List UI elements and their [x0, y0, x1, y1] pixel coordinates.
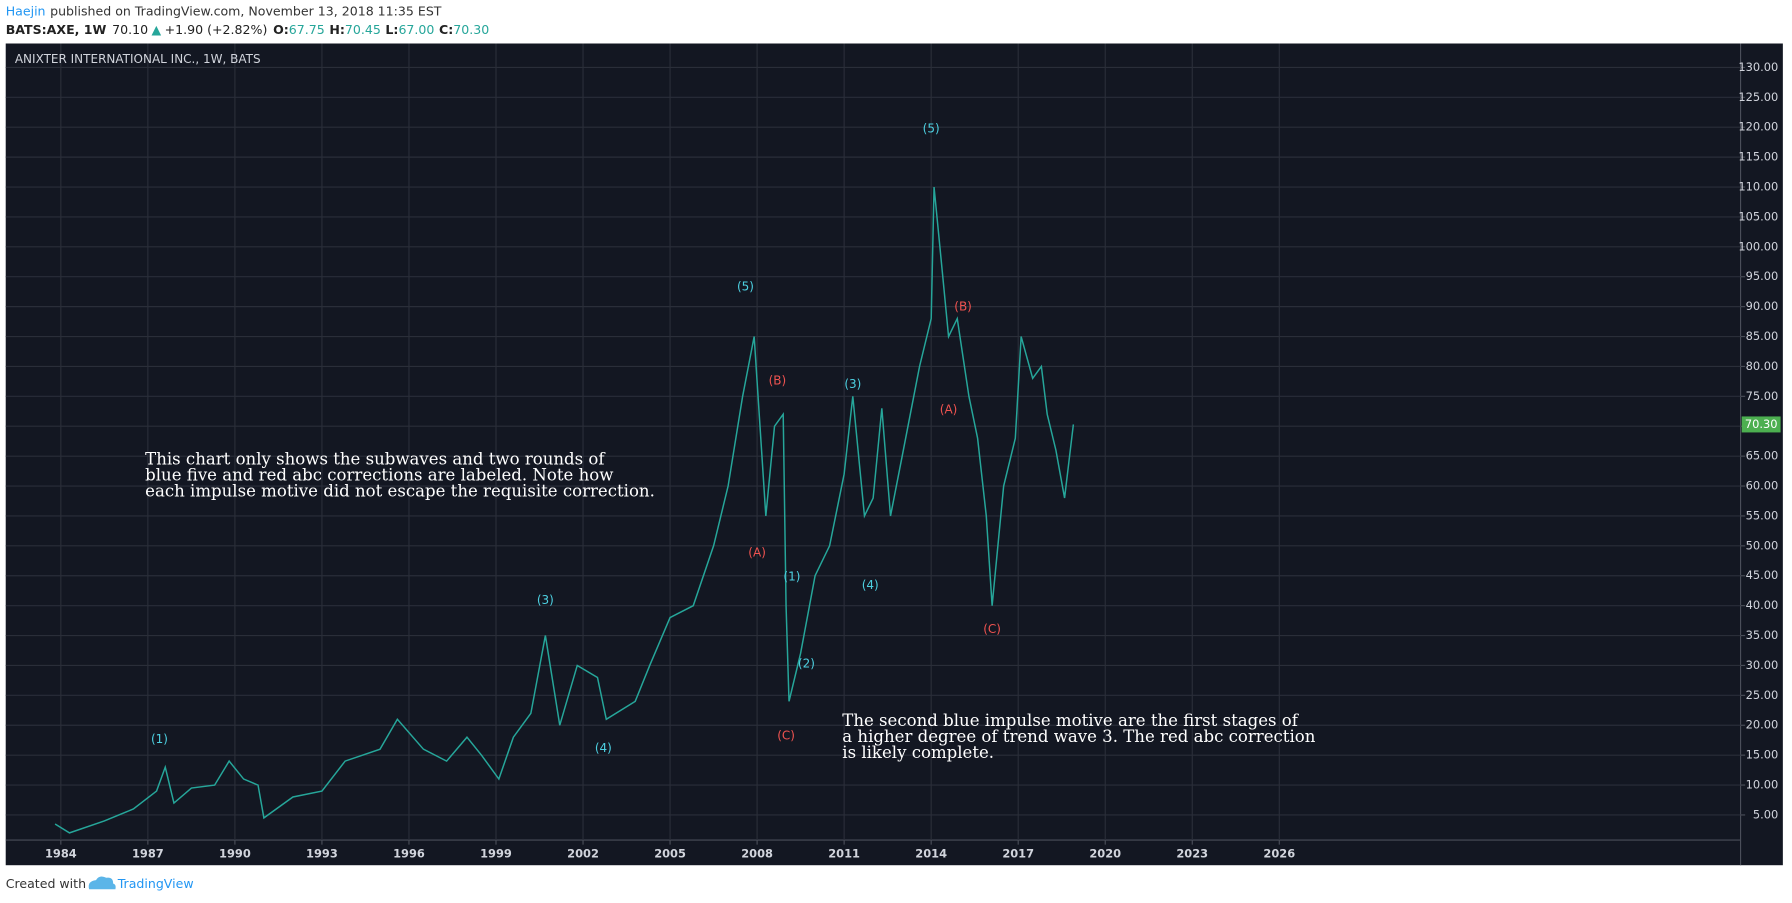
wave-label: (1): [151, 732, 168, 746]
y-tick-label: 45.00: [1746, 568, 1779, 582]
y-tick-label: 75.00: [1746, 389, 1779, 403]
o-label: O:: [273, 21, 289, 36]
y-tick-label: 50.00: [1746, 538, 1779, 552]
note-line: is likely complete.: [842, 743, 994, 762]
wave-label: (4): [595, 741, 612, 755]
y-tick-label: 60.00: [1746, 479, 1779, 493]
created-with: Created with: [6, 876, 86, 891]
l-label: L:: [385, 21, 398, 36]
chart-panel: [5, 43, 1783, 866]
header-line: Haejin published on TradingView.com, Nove…: [6, 3, 442, 18]
c: 70.30: [453, 21, 489, 36]
y-tick-label: 120.00: [1738, 120, 1778, 134]
direction: ▲: [152, 21, 162, 36]
x-tick-label: 2011: [828, 846, 860, 860]
x-tick-label: 1999: [480, 846, 512, 860]
wave-label: (3): [844, 377, 861, 391]
y-tick-label: 130.00: [1738, 60, 1778, 74]
author[interactable]: Haejin: [6, 3, 46, 18]
x-tick-label: 2008: [741, 846, 773, 860]
wave-label: (4): [862, 578, 879, 592]
x-tick-label: 1990: [219, 846, 251, 860]
brand[interactable]: TradingView: [117, 876, 194, 891]
y-tick-label: 90.00: [1746, 299, 1779, 313]
y-tick-label: 115.00: [1738, 150, 1778, 164]
h: 70.45: [345, 21, 381, 36]
note-line: blue five and red abc corrections are la…: [145, 465, 613, 484]
c-label: C:: [439, 21, 453, 36]
x-tick-label: 2005: [654, 846, 686, 860]
note-line: This chart only shows the subwaves and t…: [145, 449, 606, 468]
change: +1.90 (+2.82%): [165, 21, 268, 36]
chart-title: ANIXTER INTERNATIONAL INC., 1W, BATS: [15, 52, 261, 66]
note: This chart only shows the subwaves and t…: [145, 449, 655, 500]
wave-label: (A): [748, 546, 766, 560]
note: The second blue impulse motive are the f…: [842, 711, 1315, 762]
wave-label: (2): [798, 657, 815, 671]
x-tick-label: 2026: [1263, 846, 1295, 860]
published: published on TradingView.com, November 1…: [50, 3, 442, 18]
y-tick-label: 35.00: [1746, 628, 1779, 642]
note-line: a higher degree of trend wave 3. The red…: [842, 727, 1315, 746]
y-tick-label: 10.00: [1746, 778, 1779, 792]
wave-label: (3): [537, 593, 554, 607]
symbol-line: BATS:AXE, 1W 70.10 ▲ +1.90 (+2.82%) O:67.75 H…: [6, 21, 489, 36]
note-line: The second blue impulse motive are the f…: [842, 711, 1299, 730]
y-tick-label: 105.00: [1738, 209, 1778, 223]
y-tick-label: 100.00: [1738, 239, 1778, 253]
last-price-box: [1741, 416, 1781, 433]
plot: (1) (3) (4) (5) (A) (B) (C) (1) (2) (3) (4) (5) (B) (…: [5, 43, 1741, 841]
wave-label: (A): [940, 403, 958, 417]
x-tick-label: 1993: [306, 846, 338, 860]
x-tick-label: 1987: [132, 846, 164, 860]
x-tick-label: 2020: [1089, 846, 1121, 860]
y-tick-label: 95.00: [1746, 269, 1779, 283]
y-tick-label: 80.00: [1746, 359, 1779, 373]
x-tick-label: 2002: [567, 846, 599, 860]
y-tick-label: 25.00: [1746, 688, 1779, 702]
note-line: each impulse motive did not escape the r…: [145, 481, 655, 500]
h-label: H:: [329, 21, 345, 36]
y-tick-label: 40.00: [1746, 598, 1779, 612]
y-tick-label: 125.00: [1738, 90, 1778, 104]
wave-label: (B): [769, 373, 787, 387]
y-tick-label: 5.00: [1753, 807, 1778, 821]
wave-label: (C): [777, 729, 795, 743]
l: 67.00: [398, 21, 434, 36]
wave-label: (1): [783, 569, 800, 583]
x-tick-label: 1984: [45, 846, 77, 860]
last: 70.10: [112, 21, 148, 36]
o: 67.75: [289, 21, 325, 36]
last-price-label: 70.30: [1745, 417, 1778, 431]
x-tick-label: 2023: [1176, 846, 1208, 860]
y-tick-label: 65.00: [1746, 449, 1779, 463]
symbol: BATS:AXE, 1W: [6, 21, 107, 36]
y-tick-label: 85.00: [1746, 329, 1779, 343]
y-tick-label: 15.00: [1746, 748, 1779, 762]
y-tick-label: 55.00: [1746, 508, 1779, 522]
wave-label: (5): [923, 122, 940, 136]
wave-label: (B): [954, 300, 972, 314]
price-line: [54, 186, 1075, 834]
y-tick-label: 20.00: [1746, 718, 1779, 732]
logo[interactable]: [88, 876, 116, 890]
wave-label: (C): [983, 622, 1001, 636]
y-tick-label: 110.00: [1738, 180, 1778, 194]
wave-label: (5): [737, 279, 754, 293]
y-tick-label: 30.00: [1746, 658, 1779, 672]
x-tick-label: 2014: [915, 846, 947, 860]
x-tick-label: 1996: [393, 846, 425, 860]
x-tick-label: 2017: [1002, 846, 1034, 860]
